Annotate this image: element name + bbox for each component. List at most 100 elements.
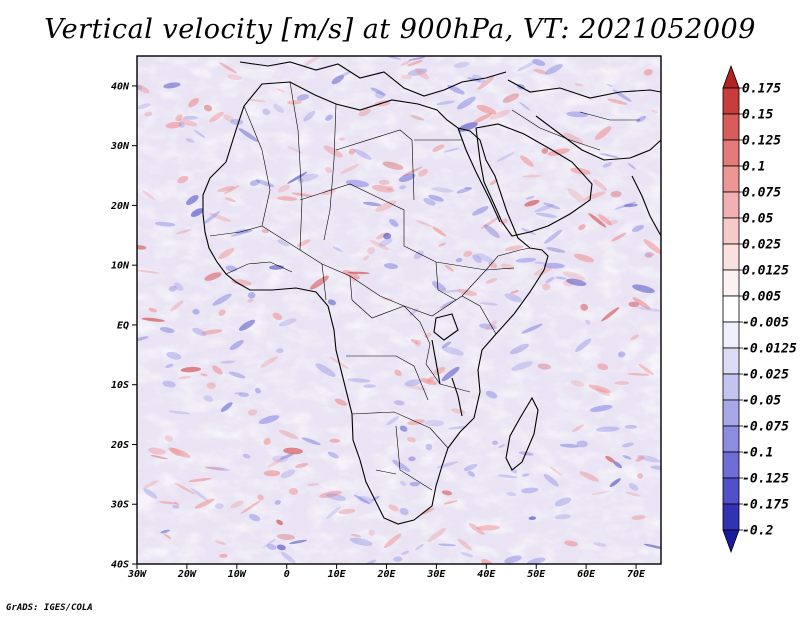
velocity-streak: [386, 415, 400, 426]
velocity-streak: [165, 121, 183, 129]
colorbar-label: -0.2: [742, 524, 773, 539]
velocity-streak: [555, 276, 567, 280]
velocity-streak: [564, 540, 578, 547]
velocity-streak: [206, 382, 216, 389]
velocity-streak: [178, 118, 198, 127]
y-tick-label: 40S: [111, 560, 129, 571]
velocity-streak: [263, 437, 271, 445]
velocity-streak: [190, 487, 210, 502]
velocity-streak: [406, 436, 416, 443]
velocity-streak: [431, 281, 447, 292]
velocity-streak: [415, 220, 433, 227]
velocity-streak: [532, 59, 546, 66]
velocity-streak: [287, 100, 302, 105]
velocity-streak: [492, 440, 499, 445]
velocity-streak: [481, 215, 501, 229]
colorbar-swatch: [722, 217, 740, 245]
velocity-streak: [447, 84, 465, 95]
velocity-streak: [263, 470, 281, 477]
velocity-streak: [214, 540, 227, 545]
velocity-streak: [549, 466, 563, 476]
velocity-streak: [262, 108, 271, 115]
velocity-streak: [368, 529, 375, 537]
velocity-streak: [332, 246, 343, 252]
velocity-streak: [415, 543, 424, 551]
velocity-streak: [288, 487, 299, 495]
velocity-streak: [520, 155, 534, 167]
velocity-streak: [547, 148, 570, 156]
velocity-streak: [276, 196, 298, 201]
india-coast: [631, 175, 661, 237]
velocity-streak: [490, 109, 511, 120]
velocity-streak: [428, 194, 444, 202]
velocity-streak: [255, 387, 262, 394]
velocity-streak: [137, 336, 149, 342]
velocity-streak: [287, 146, 303, 154]
velocity-streak: [643, 68, 653, 76]
colorbar-label: 0.15: [742, 108, 773, 123]
velocity-streak: [400, 74, 413, 80]
velocity-streak: [392, 459, 411, 472]
velocity-streak: [353, 494, 371, 505]
chart-title: Vertical velocity [m/s] at 900hPa, VT: 2…: [44, 14, 756, 45]
velocity-streak: [622, 455, 632, 460]
velocity-streak: [247, 409, 258, 416]
x-tick-label: 10E: [328, 569, 347, 580]
velocity-streak: [326, 506, 342, 519]
y-tick-label: 40N: [111, 81, 130, 92]
velocity-streak: [407, 68, 428, 76]
velocity-streak: [637, 306, 661, 312]
velocity-streak: [173, 501, 180, 506]
velocity-streak: [342, 269, 360, 280]
velocity-streak: [192, 308, 200, 315]
velocity-streak: [613, 461, 623, 469]
velocity-streak: [188, 97, 200, 108]
colorbar-label: -0.1: [742, 446, 773, 461]
velocity-streak: [542, 283, 551, 291]
velocity-streak: [476, 525, 500, 531]
velocity-streak: [276, 519, 283, 526]
velocity-streak: [218, 309, 226, 316]
velocity-streak: [309, 275, 329, 290]
velocity-streak: [546, 247, 566, 253]
velocity-streak: [515, 257, 537, 263]
colorbar-label: -0.05: [742, 394, 781, 409]
y-tick-label: 20S: [110, 440, 129, 451]
velocity-streak: [329, 438, 341, 443]
velocity-streak: [277, 239, 290, 247]
velocity-streak: [235, 229, 253, 234]
velocity-streak: [480, 302, 499, 306]
colorbar-label: 0.1: [742, 160, 765, 175]
velocity-streak: [544, 229, 563, 244]
persian-gulf-coast: [535, 115, 661, 161]
velocity-streak: [371, 185, 395, 193]
velocity-streak: [438, 242, 446, 247]
colorbar-swatch: [722, 503, 740, 531]
velocity-streak: [370, 87, 386, 96]
x-tick-label: 30W: [127, 569, 147, 580]
x-tick-label: 0: [284, 569, 290, 580]
velocity-streak: [409, 481, 420, 487]
velocity-streak: [234, 392, 244, 395]
velocity-streak: [599, 153, 619, 158]
velocity-streak: [504, 245, 524, 251]
colorbar-label: 0.005: [742, 290, 781, 305]
velocity-streak: [628, 301, 640, 308]
velocity-streak: [294, 462, 309, 468]
velocity-streak: [567, 188, 586, 203]
velocity-streak: [408, 456, 416, 462]
colorbar-swatch: [722, 139, 740, 167]
velocity-streak: [289, 539, 307, 545]
velocity-streak: [201, 329, 223, 335]
velocity-streak: [166, 351, 182, 360]
velocity-streak: [394, 369, 402, 377]
velocity-streak: [325, 166, 333, 174]
velocity-streak: [575, 338, 592, 352]
velocity-streak: [272, 455, 289, 463]
velocity-streak: [545, 64, 563, 75]
velocity-streak: [261, 229, 269, 234]
velocity-streak: [220, 402, 233, 412]
velocity-streak: [158, 501, 177, 505]
velocity-streak: [621, 442, 634, 448]
velocity-streak: [231, 279, 252, 286]
